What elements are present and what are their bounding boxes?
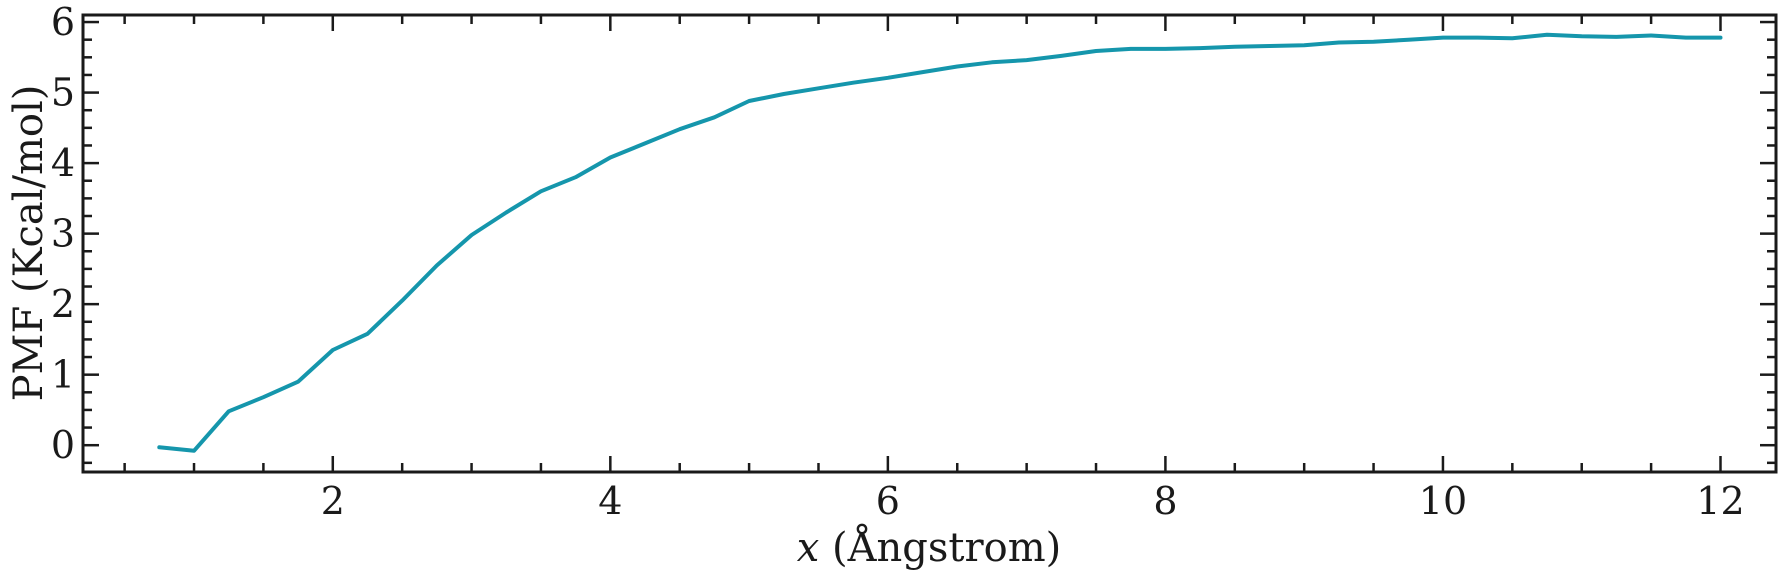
y-tick-label: 1 xyxy=(51,353,75,397)
x-axis-unit: (Ångstrom) xyxy=(819,524,1061,571)
x-axis-variable: x xyxy=(797,525,820,571)
x-tick-label: 10 xyxy=(1419,479,1467,523)
x-axis-label: x (Ångstrom) xyxy=(797,524,1061,571)
y-tick-label: 6 xyxy=(51,0,75,44)
y-tick-label: 2 xyxy=(51,282,75,326)
x-tick-label: 2 xyxy=(321,479,345,523)
y-axis-label: PMF (Kcal/mol) xyxy=(6,85,52,402)
pmf-series-line xyxy=(157,32,1723,453)
y-tick-label: 3 xyxy=(51,212,75,256)
y-tick-label: 4 xyxy=(51,141,75,185)
x-tick-label: 12 xyxy=(1696,479,1744,523)
plot-frame xyxy=(81,13,1778,474)
x-tick-label: 8 xyxy=(1153,479,1177,523)
y-tick-label: 0 xyxy=(51,423,75,467)
x-tick-label: 4 xyxy=(598,479,622,523)
y-tick-label: 5 xyxy=(51,71,75,115)
axis-ticks xyxy=(83,15,1776,472)
x-tick-label: 6 xyxy=(876,479,900,523)
